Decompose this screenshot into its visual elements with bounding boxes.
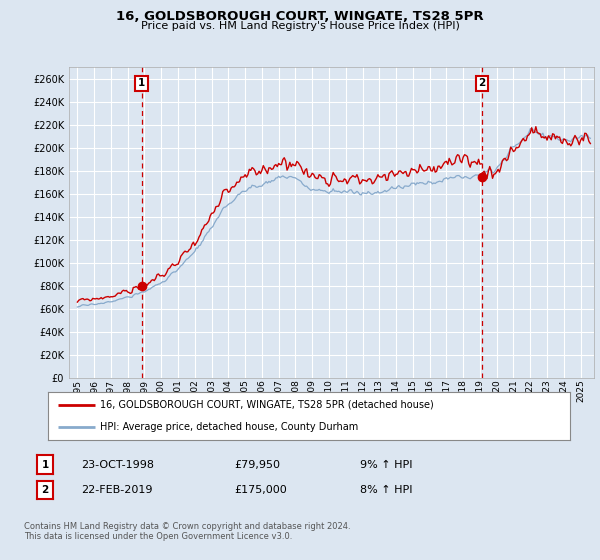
Text: 23-OCT-1998: 23-OCT-1998 [81, 460, 154, 470]
Text: Contains HM Land Registry data © Crown copyright and database right 2024.
This d: Contains HM Land Registry data © Crown c… [24, 522, 350, 542]
Text: 16, GOLDSBOROUGH COURT, WINGATE, TS28 5PR: 16, GOLDSBOROUGH COURT, WINGATE, TS28 5P… [116, 10, 484, 23]
Text: 22-FEB-2019: 22-FEB-2019 [81, 485, 152, 495]
Text: 8% ↑ HPI: 8% ↑ HPI [360, 485, 413, 495]
Text: 1: 1 [41, 460, 49, 470]
Text: Price paid vs. HM Land Registry's House Price Index (HPI): Price paid vs. HM Land Registry's House … [140, 21, 460, 31]
Text: 16, GOLDSBOROUGH COURT, WINGATE, TS28 5PR (detached house): 16, GOLDSBOROUGH COURT, WINGATE, TS28 5P… [100, 400, 434, 410]
Text: £175,000: £175,000 [234, 485, 287, 495]
Text: 2: 2 [478, 78, 485, 88]
Text: HPI: Average price, detached house, County Durham: HPI: Average price, detached house, Coun… [100, 422, 358, 432]
Text: 1: 1 [138, 78, 145, 88]
Text: £79,950: £79,950 [234, 460, 280, 470]
Text: 9% ↑ HPI: 9% ↑ HPI [360, 460, 413, 470]
Text: 2: 2 [41, 485, 49, 495]
